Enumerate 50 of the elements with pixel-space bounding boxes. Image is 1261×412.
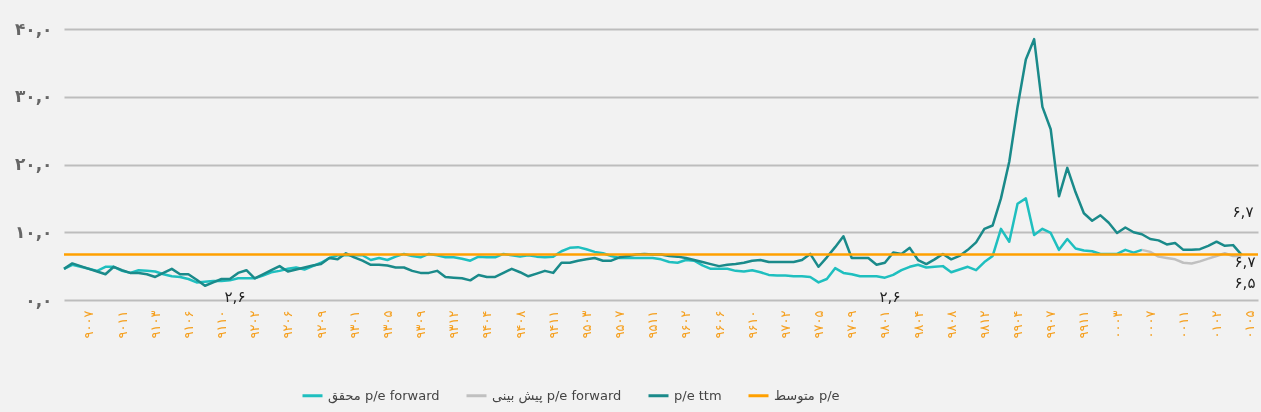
- x-tick-label: ۹۰۰۷: [81, 310, 97, 339]
- x-tick-label: ۹۱۱۰: [214, 310, 230, 339]
- annotation: ۶,۷: [1234, 253, 1256, 271]
- x-tick-label: ۹۵۱۱: [645, 310, 661, 339]
- y-tick-label: ۴۰,۰: [14, 18, 53, 39]
- x-tick-label: ۹۹۰۴: [1010, 310, 1026, 339]
- x-tick-label: ۹۸۰۸: [943, 310, 959, 339]
- annotation: ۶,۵: [1234, 274, 1256, 292]
- x-tick-label: ۹۸۱۲: [976, 310, 992, 339]
- x-tick-label: ۹۳۱۲: [446, 310, 462, 339]
- legend-label: متوسط p/e: [774, 387, 840, 404]
- legend-label: پیش بینی p/e forward: [492, 387, 622, 404]
- legend-label: p/e ttm: [674, 387, 722, 403]
- x-tick-label: ۹۴۰۴: [479, 310, 495, 339]
- x-tick-label: ۹۱۰۳: [147, 310, 163, 339]
- x-tick-label: ۰۰۱۱: [1175, 310, 1191, 339]
- x-tick-label: ۰۱۰۵: [1242, 310, 1258, 339]
- y-tick-label: ۳۰,۰: [14, 86, 53, 107]
- x-tick-label: ۹۵۰۳: [578, 310, 594, 339]
- x-tick-label: ۹۲۰۲: [247, 310, 263, 339]
- y-tick-label: ۲۰,۰: [14, 154, 53, 174]
- x-tick-label: ۹۱۰۶: [180, 310, 196, 339]
- x-tick-label: ۹۷۰۵: [811, 310, 827, 339]
- annotation: ۲,۶: [879, 288, 901, 306]
- x-tick-label: ۹۸۰۴: [910, 310, 926, 339]
- x-tick-label: ۹۴۱۱: [545, 310, 561, 339]
- x-tick-label: ۹۶۰۲: [678, 310, 694, 339]
- x-tick-label: ۹۷۰۲: [777, 310, 793, 339]
- annotation: ۲,۶: [224, 288, 246, 306]
- y-tick-label: ۰,۰: [25, 289, 53, 310]
- x-tick-label: ۹۹۰۷: [1043, 310, 1059, 339]
- x-tick-label: ۹۹۱۱: [1076, 310, 1092, 339]
- x-tick-label: ۹۶۱۰: [744, 310, 760, 339]
- x-tick-label: ۹۷۰۹: [844, 310, 860, 339]
- x-tick-label: ۰۱۰۲: [1209, 310, 1225, 339]
- annotation: ۶,۷: [1232, 203, 1254, 221]
- x-tick-label: ۹۲۰۶: [280, 310, 296, 339]
- x-tick-label: ۹۰۱۱: [114, 310, 130, 339]
- x-tick-label: ۹۴۰۸: [512, 310, 528, 339]
- x-tick-label: ۹۶۰۶: [711, 310, 727, 339]
- x-tick-label: ۰۰۰۷: [1142, 310, 1158, 339]
- x-tick-label: ۹۳۰۵: [379, 310, 395, 339]
- x-tick-label: ۹۸۰۱: [877, 310, 893, 339]
- x-tick-label: ۹۳۰۱: [346, 310, 362, 339]
- x-tick-label: ۹۳۰۹: [413, 310, 429, 339]
- x-tick-label: ۹۵۰۷: [612, 310, 628, 339]
- x-tick-label: ۹۲۰۹: [313, 310, 329, 339]
- legend-label: محقق p/e forward: [328, 387, 440, 404]
- y-tick-label: ۱۰,۰: [14, 221, 53, 242]
- x-tick-label: ۰۰۰۳: [1109, 310, 1125, 339]
